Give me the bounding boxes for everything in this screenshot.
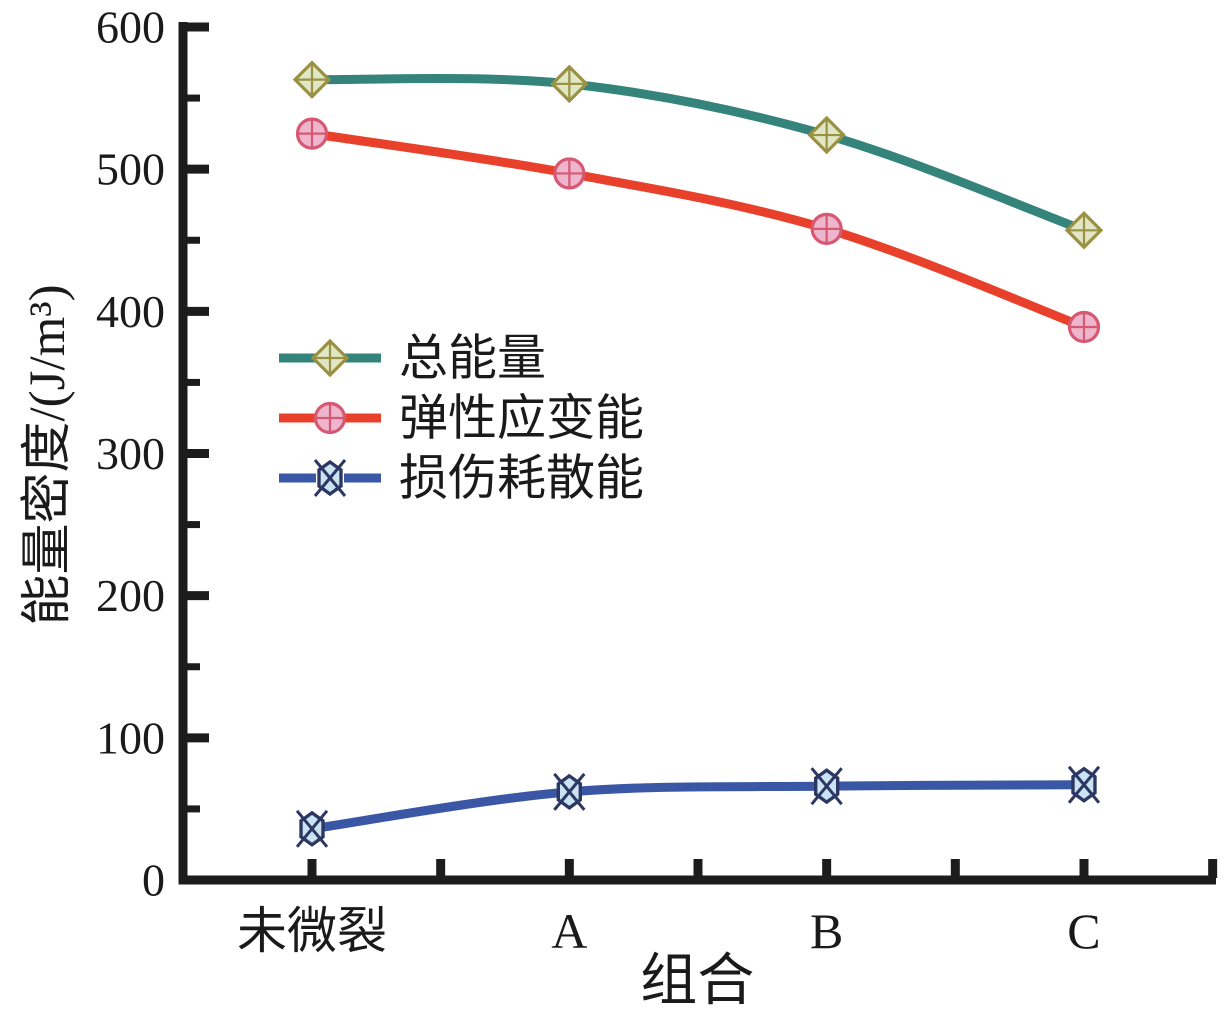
y-tick-label: 400	[96, 286, 165, 337]
series-circle-cross	[295, 117, 1101, 344]
y-tick-label: 300	[96, 428, 165, 479]
circle-cross-marker	[553, 157, 586, 190]
legend-label: 弹性应变能	[399, 391, 644, 446]
diamond-cross-marker	[310, 338, 350, 378]
legend-label: 损伤耗散能	[399, 451, 644, 506]
legend-item: 总能量	[279, 331, 546, 386]
series-line	[307, 74, 1089, 235]
x-tick-labels: 未微裂 A B C	[237, 903, 1101, 959]
diamond-cross-marker	[807, 115, 846, 155]
series-line	[307, 780, 1089, 834]
x-tick-label: B	[810, 903, 843, 959]
marker-x-2	[553, 772, 586, 811]
y-tick-label: 200	[96, 570, 165, 621]
x-axis-ticks	[307, 859, 1218, 878]
y-tick-label: 600	[96, 2, 165, 53]
y-tick-label: 100	[96, 712, 165, 763]
axes	[178, 22, 1216, 885]
x-tick-label: C	[1067, 903, 1100, 959]
marker-x-2	[295, 809, 329, 848]
hexagon-x-marker	[1067, 765, 1101, 804]
diamond-cross-marker	[550, 64, 589, 104]
y-axis-title: 能量密度/(J/m³)	[20, 284, 76, 625]
circle-cross-marker	[313, 401, 347, 435]
legend-item: 弹性应变能	[279, 391, 644, 446]
circle-cross-marker	[295, 117, 329, 150]
hexagon-x-marker	[553, 772, 586, 811]
x-tick-label: A	[551, 903, 587, 959]
marker-x-2	[313, 459, 347, 497]
y-tick-label: 500	[96, 144, 165, 195]
diamond-cross-marker	[292, 60, 332, 99]
hexagon-x-marker	[810, 767, 843, 806]
y-tick-label: 0	[142, 855, 165, 906]
marker-x-2	[1067, 765, 1101, 804]
hexagon-x-marker	[295, 809, 329, 848]
circle-cross-marker	[1067, 310, 1101, 344]
series-hexagon-x	[295, 765, 1101, 848]
x-tick-label: 未微裂	[237, 903, 387, 959]
legend-label: 总能量	[399, 331, 546, 386]
series-line	[307, 129, 1089, 332]
legend-item: 损伤耗散能	[279, 451, 644, 506]
y-tick-labels: 0 100 200 300 400 500 600	[96, 2, 165, 906]
diamond-cross-marker	[1064, 211, 1104, 250]
hexagon-x-marker	[313, 459, 347, 497]
x-axis-title: 组合	[640, 950, 754, 1013]
series-diamond-cross	[292, 60, 1104, 250]
circle-cross-marker	[810, 212, 843, 245]
y-axis-ticks	[185, 22, 209, 813]
marker-x-2	[810, 767, 843, 806]
